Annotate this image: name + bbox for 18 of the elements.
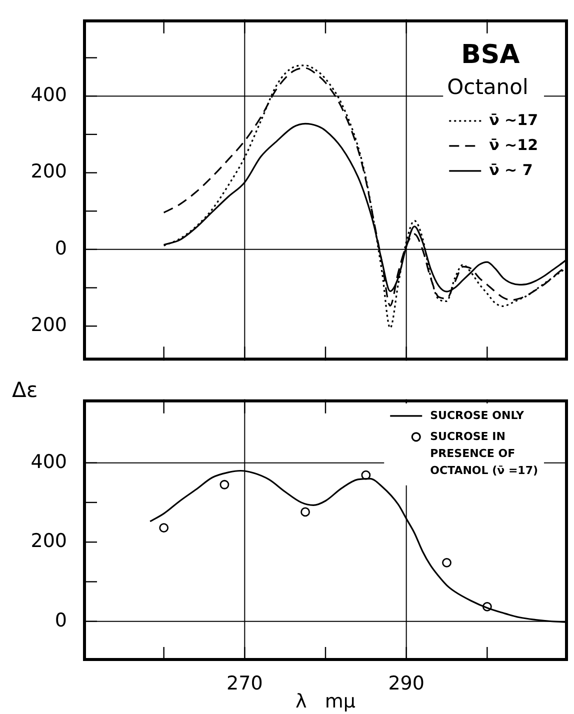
legend-label: ν̄ ~ 7	[489, 160, 533, 179]
y-tick-label: 200	[30, 314, 67, 336]
legend-label: SUCROSE IN PRESENCE OF OCTANOL (ν̄ =17)	[430, 430, 538, 477]
x-axis-title: λ mμ	[296, 690, 356, 713]
x-tick-label: 270	[226, 672, 263, 694]
legend-label: SUCROSE ONLY	[430, 408, 525, 422]
legend-label: ν̄ ~12	[489, 136, 538, 154]
y-tick-label: 200	[30, 160, 67, 183]
y-tick-label: 400	[30, 84, 67, 106]
y-tick-label: 200	[30, 530, 67, 552]
annotation: Octanol	[447, 74, 528, 99]
y-tick-label: 0	[54, 237, 67, 260]
x-tick-label: 290	[388, 672, 424, 694]
y-tick-label: 400	[30, 450, 67, 473]
y-tick-label: 0	[54, 609, 67, 632]
y-axis-title: Δε	[12, 378, 38, 402]
legend-label: ν̄ ~17	[489, 110, 538, 129]
annotation: BSA	[461, 40, 520, 70]
